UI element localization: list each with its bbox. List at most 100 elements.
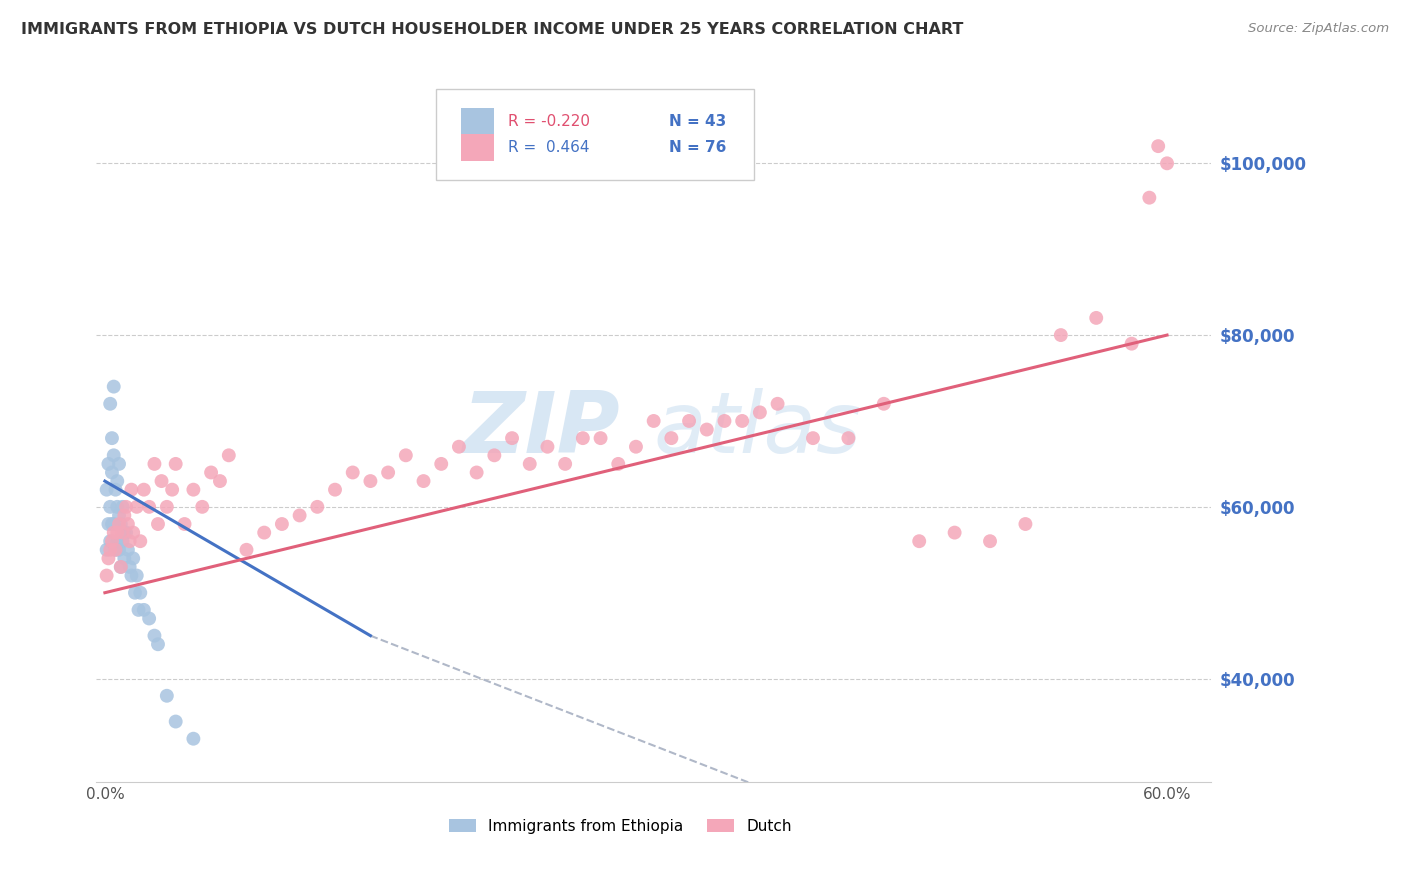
Point [766, 397, 789, 411]
Point [105, 500, 128, 514]
Point [536, 440, 558, 454]
Point [1147, 139, 1170, 153]
Point [103, 379, 125, 393]
Point [908, 534, 931, 549]
Point [108, 457, 131, 471]
Point [979, 534, 1001, 549]
Point [643, 414, 665, 428]
Point [165, 457, 187, 471]
Point [146, 637, 169, 651]
Point [122, 551, 145, 566]
Point [183, 483, 205, 497]
Point [307, 500, 329, 514]
Point [129, 585, 152, 599]
Point [943, 525, 966, 540]
Point [288, 508, 311, 523]
Point [129, 534, 152, 549]
Point [117, 516, 139, 531]
Point [624, 440, 647, 454]
Point [713, 414, 735, 428]
Point [484, 448, 506, 462]
Point [447, 440, 470, 454]
Point [208, 474, 231, 488]
Point [101, 431, 124, 445]
Point [1085, 310, 1108, 325]
Point [132, 603, 155, 617]
Point [589, 431, 612, 445]
Point [271, 516, 294, 531]
Point [98, 500, 121, 514]
Text: N = 43: N = 43 [669, 113, 725, 128]
Point [101, 466, 124, 480]
Point [97, 457, 120, 471]
Point [112, 551, 135, 566]
Point [125, 568, 148, 582]
Point [143, 457, 166, 471]
Point [104, 483, 127, 497]
Point [837, 431, 859, 445]
Point [377, 466, 399, 480]
Point [111, 534, 134, 549]
Point [105, 525, 128, 540]
Point [108, 508, 131, 523]
Point [173, 516, 195, 531]
Point [125, 500, 148, 514]
Point [104, 542, 127, 557]
Point [138, 500, 160, 514]
Point [253, 525, 276, 540]
Point [342, 466, 364, 480]
Point [873, 397, 896, 411]
Point [108, 542, 131, 557]
Point [115, 525, 138, 540]
Point [661, 431, 683, 445]
Point [235, 542, 257, 557]
Point [607, 457, 630, 471]
Point [156, 689, 179, 703]
Point [1156, 156, 1178, 170]
Point [98, 534, 121, 549]
Point [98, 397, 121, 411]
Point [120, 483, 142, 497]
Point [101, 516, 124, 531]
Point [98, 542, 121, 557]
Point [115, 500, 138, 514]
Point [465, 466, 488, 480]
Point [1137, 191, 1160, 205]
Text: Source: ZipAtlas.com: Source: ZipAtlas.com [1249, 22, 1389, 36]
Point [122, 525, 145, 540]
Point [501, 431, 523, 445]
Point [118, 560, 141, 574]
Point [156, 500, 179, 514]
Point [97, 516, 120, 531]
FancyBboxPatch shape [461, 135, 494, 161]
Point [218, 448, 240, 462]
Point [105, 534, 128, 549]
Point [395, 448, 418, 462]
Point [1050, 328, 1073, 343]
Point [128, 603, 150, 617]
Text: R =  0.464: R = 0.464 [508, 140, 589, 155]
Point [96, 568, 118, 582]
Point [323, 483, 346, 497]
Point [801, 431, 824, 445]
FancyBboxPatch shape [461, 108, 494, 135]
Text: R = -0.220: R = -0.220 [508, 113, 589, 128]
Point [359, 474, 381, 488]
Point [143, 629, 166, 643]
Point [118, 534, 141, 549]
Point [108, 516, 131, 531]
Point [96, 542, 118, 557]
Point [120, 568, 142, 582]
Point [160, 483, 183, 497]
Point [132, 483, 155, 497]
Text: ZIP: ZIP [463, 388, 620, 471]
Point [97, 551, 120, 566]
Point [200, 466, 222, 480]
Point [110, 560, 132, 574]
Point [101, 534, 124, 549]
Point [110, 516, 132, 531]
Point [112, 525, 135, 540]
Point [150, 474, 173, 488]
Point [165, 714, 187, 729]
Point [103, 516, 125, 531]
